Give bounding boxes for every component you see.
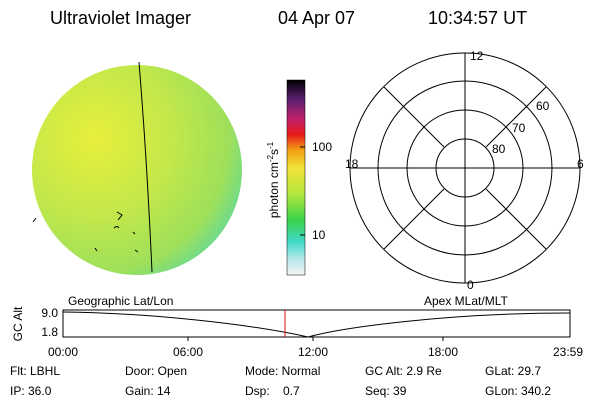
unit: s (267, 149, 281, 155)
info-field: Mode: Normal (245, 364, 320, 378)
info-field: IP: 36.0 (10, 384, 52, 398)
info-field: GC Alt: 2.9 Re (365, 364, 442, 378)
info-field: GLon: 340.2 (485, 384, 551, 398)
info-field: Flt: LBHL (10, 364, 60, 378)
info-panel: Flt: LBHL Door: Open Mode: Normal GC Alt: 2… (10, 364, 551, 398)
polar-grid: 12 18 6 0 60 70 80 (345, 49, 584, 292)
x-tick-label: 23:59 (553, 345, 583, 359)
info-field: Gain: 14 (125, 384, 171, 398)
unit: photon cm (267, 162, 281, 218)
lat-label: 60 (536, 99, 550, 113)
info-field: GLat: 29.7 (485, 364, 541, 378)
altitude-plot: Geographic Lat/Lon Apex MLat/MLT GC Alt … (11, 294, 583, 359)
colorbar-tick: 10 (312, 228, 326, 242)
image-disc (32, 61, 242, 275)
lat-label: 80 (492, 142, 506, 156)
date: 04 Apr 07 (278, 8, 355, 28)
hour-label: 0 (467, 278, 474, 292)
x-tick-label: 12:00 (298, 345, 328, 359)
colorbar-tick: 100 (312, 140, 332, 154)
instrument-title: Ultraviolet Imager (50, 8, 191, 28)
colorbar: 100 10 photon cm-2s-1 (266, 79, 332, 276)
hour-label: 6 (577, 157, 584, 171)
info-field: Dsp: 0.7 (245, 384, 300, 398)
unit-exponent: -2 (266, 154, 275, 162)
left-title: Geographic Lat/Lon (68, 294, 173, 308)
info-field: Seq: 39 (365, 384, 407, 398)
info-field: Door: Open (125, 364, 187, 378)
hour-label: 12 (470, 49, 484, 63)
x-tick-label: 18:00 (428, 345, 458, 359)
x-tick-label: 00:00 (48, 345, 78, 359)
x-tick-label: 06:00 (173, 345, 203, 359)
axis-label: GC Alt (11, 306, 25, 341)
hour-label: 18 (345, 157, 359, 171)
lat-label: 70 (512, 121, 526, 135)
colorbar-unit: photon cm-2s-1 (266, 141, 281, 218)
right-title: Apex MLat/MLT (424, 294, 508, 308)
y-tick-label: 1.8 (41, 325, 58, 339)
unit-exponent: -1 (266, 141, 275, 149)
time: 10:34:57 UT (428, 8, 527, 28)
y-tick-label: 9.0 (41, 306, 58, 320)
